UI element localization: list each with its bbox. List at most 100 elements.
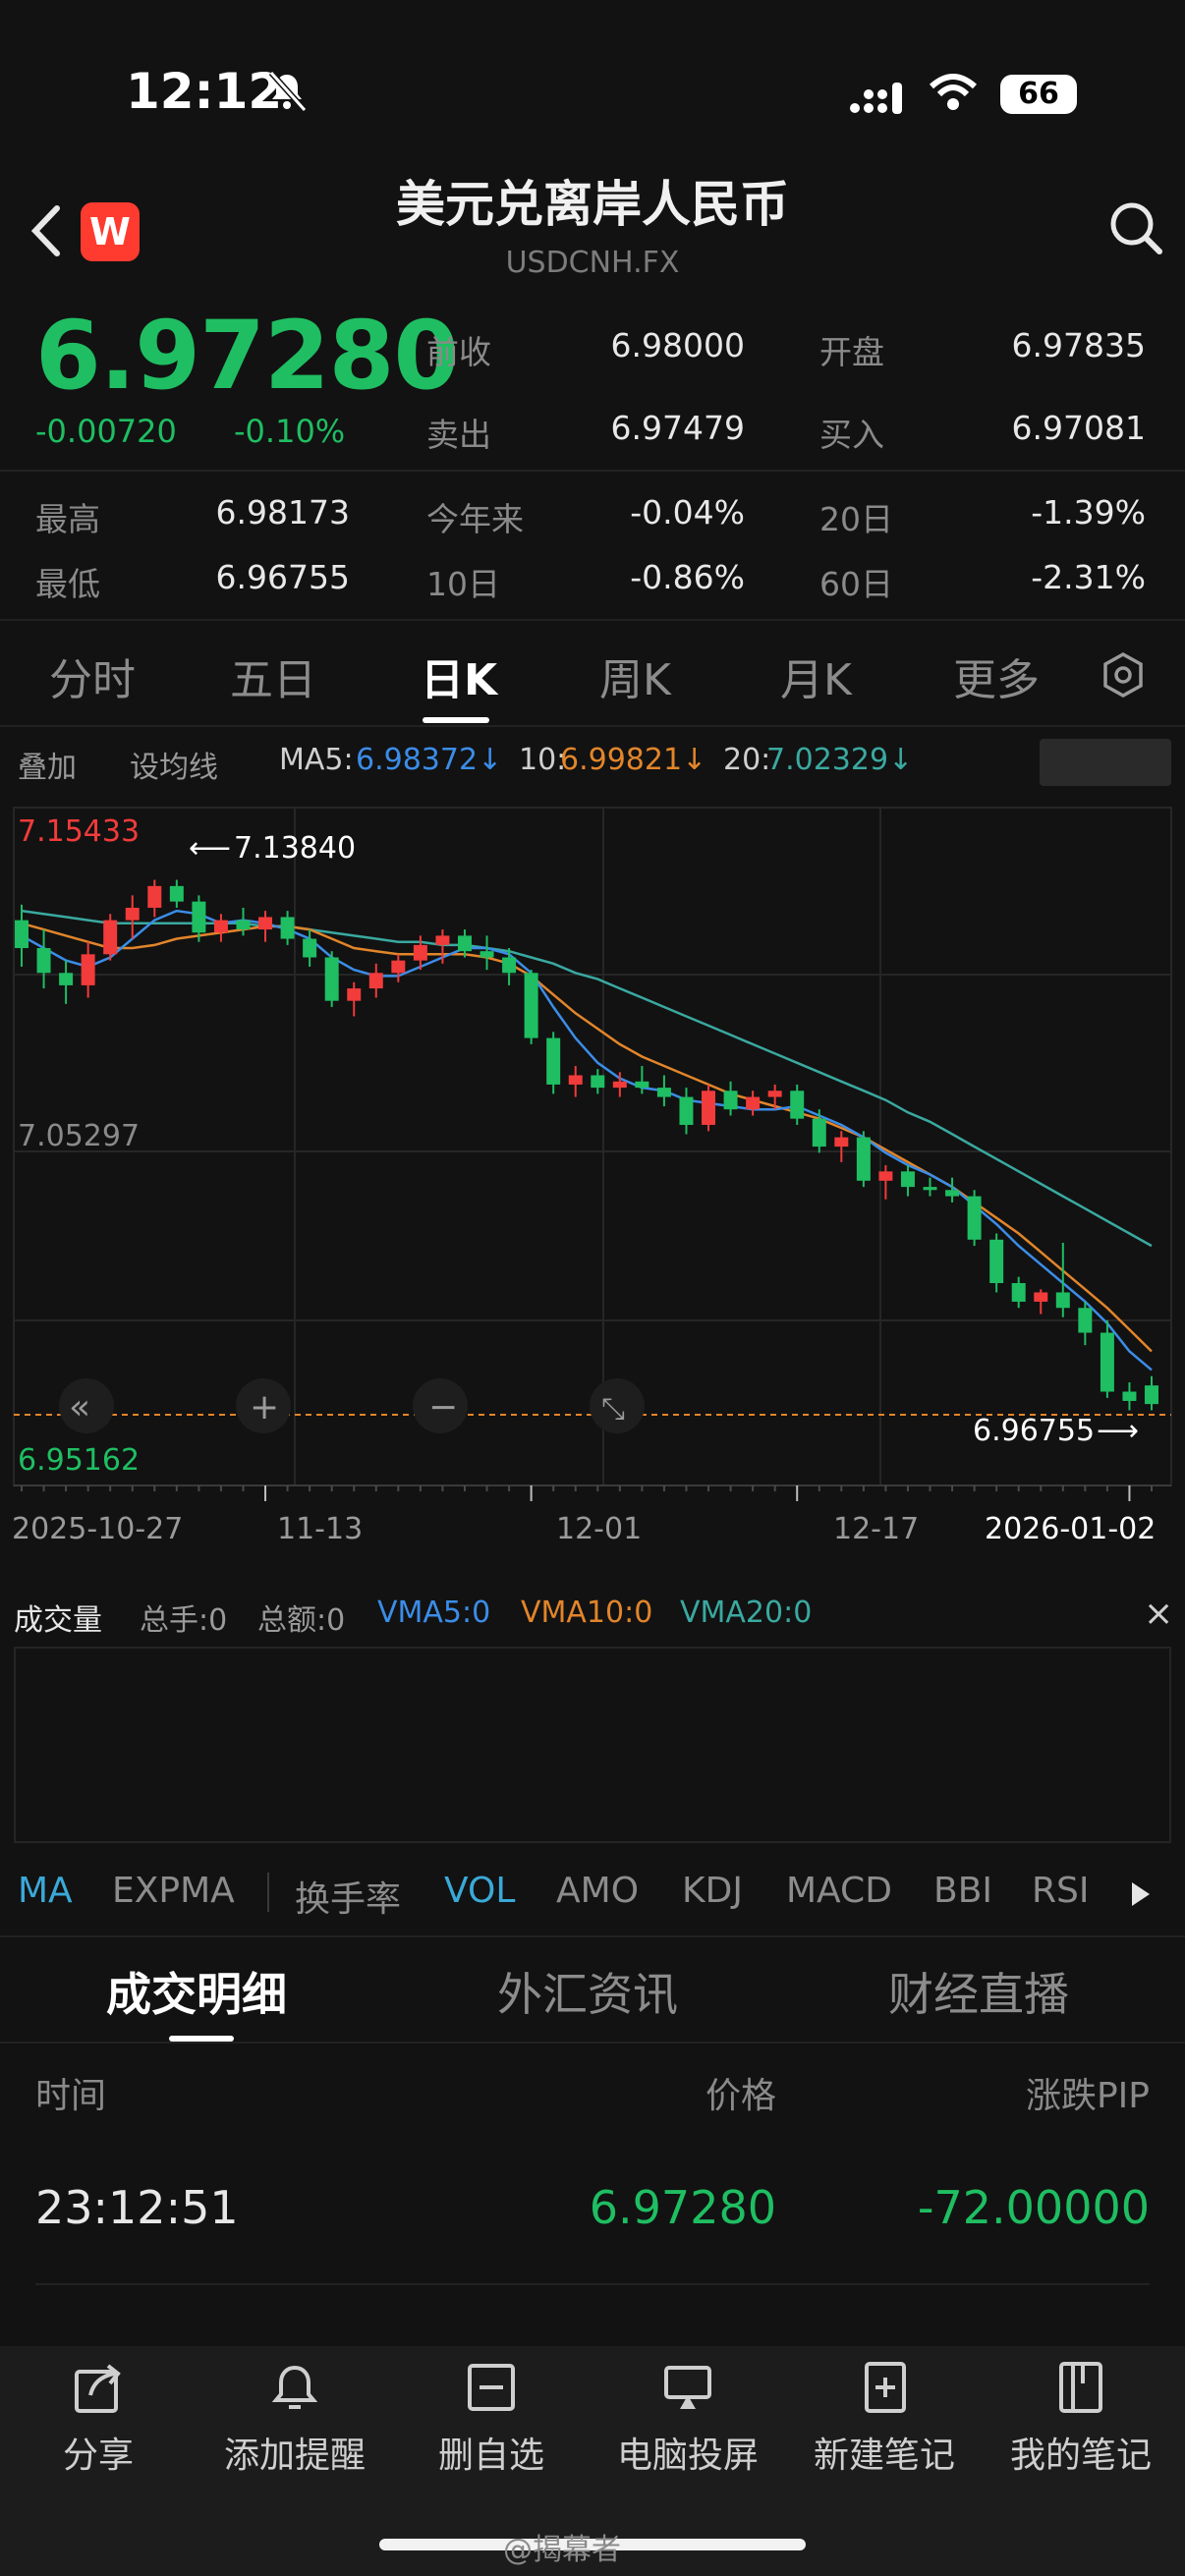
candle-45 xyxy=(1011,1276,1026,1309)
ind-tab-rsi[interactable]: RSI xyxy=(1032,1871,1090,1911)
volume-title: 成交量 xyxy=(14,1603,102,1638)
candle-body xyxy=(746,1096,761,1110)
tab-forex-news[interactable]: 外汇资讯 xyxy=(497,1968,678,2021)
candle-body xyxy=(1034,1292,1048,1302)
tab-more[interactable]: 更多 xyxy=(953,655,1040,705)
candle-body xyxy=(856,1137,871,1181)
candle-20 xyxy=(457,929,472,958)
candle-15 xyxy=(347,981,362,1017)
set-ma-button[interactable]: 设均线 xyxy=(130,751,218,785)
ma10-polyline xyxy=(21,922,1153,1353)
candle-body xyxy=(324,957,339,1001)
divider xyxy=(267,1873,269,1912)
ind-tab-vol[interactable]: VOL xyxy=(444,1871,516,1911)
screen-cast-button[interactable]: 电脑投屏 xyxy=(590,2358,786,2478)
svg-text:+: + xyxy=(250,1387,279,1428)
open-value: 6.97835 xyxy=(1011,326,1146,364)
trade-price: 6.97280 xyxy=(589,2181,776,2234)
ind-tab-turnover[interactable]: 换手率 xyxy=(295,1879,402,1920)
low-label: 最低 xyxy=(35,565,100,603)
chart-grid xyxy=(13,807,1172,1486)
candle-body xyxy=(1078,1308,1093,1333)
more-right-icon[interactable] xyxy=(1130,1880,1152,1908)
tab-five-day[interactable]: 五日 xyxy=(230,655,316,705)
candle-body xyxy=(568,1075,583,1085)
candle-body xyxy=(546,1037,561,1085)
candle-49 xyxy=(1100,1319,1114,1398)
search-icon[interactable] xyxy=(1104,196,1167,259)
candle-body xyxy=(81,954,95,985)
col-price: 价格 xyxy=(705,2076,776,2116)
back-arrow-icon[interactable] xyxy=(22,196,71,265)
candle-33 xyxy=(746,1091,761,1116)
buy-label: 买入 xyxy=(819,416,884,454)
ind-tab-amo[interactable]: AMO xyxy=(556,1871,640,1911)
vma5: VMA5:0 xyxy=(377,1596,491,1630)
candle-21 xyxy=(480,935,494,971)
ma5-value: 6.98372↓ xyxy=(356,743,503,777)
candle-body xyxy=(502,957,517,974)
ind-tab-macd[interactable]: MACD xyxy=(786,1871,892,1911)
candle-1 xyxy=(36,929,51,989)
tab-weekly-k[interactable]: 周K xyxy=(599,655,671,705)
ind-tab-ma[interactable]: MA xyxy=(18,1871,73,1911)
ma20-polyline xyxy=(21,909,1153,1248)
volume-chart-area xyxy=(14,1647,1171,1843)
candle-body xyxy=(457,935,472,952)
divider xyxy=(0,1935,1185,1937)
add-alert-button[interactable]: 添加提醒 xyxy=(197,2358,393,2478)
candle-body xyxy=(59,973,74,985)
share-button[interactable]: 分享 xyxy=(0,2358,197,2478)
tab-daily-k[interactable]: 日K xyxy=(421,655,498,705)
candle-47 xyxy=(1055,1242,1070,1317)
candle-body xyxy=(15,920,28,949)
ma10-line xyxy=(21,922,1153,1353)
ind-tab-kdj[interactable]: KDJ xyxy=(682,1871,743,1911)
candle-body xyxy=(36,948,51,974)
candle-5 xyxy=(125,895,140,939)
ind-tab-expma[interactable]: EXPMA xyxy=(112,1871,235,1911)
divider xyxy=(0,470,1185,472)
share-label: 分享 xyxy=(62,2436,134,2476)
home-indicator[interactable] xyxy=(379,2539,806,2550)
trade-time: 23:12:51 xyxy=(35,2181,239,2234)
candle-body xyxy=(900,1171,915,1188)
new-note-button[interactable]: 新建笔记 xyxy=(786,2358,983,2478)
tab-monthly-k[interactable]: 月K xyxy=(780,655,852,705)
kline-chart[interactable]: 7.15433 7.05297 6.95162 ⟵ 7.13840 6.9675… xyxy=(0,798,1185,1574)
col-time: 时间 xyxy=(35,2076,107,2116)
candle-body xyxy=(612,1081,627,1089)
candle-body xyxy=(790,1091,805,1119)
close-volume-button[interactable]: × xyxy=(1144,1594,1174,1634)
high-marker-arrow: ⟵ xyxy=(189,831,231,866)
candle-body xyxy=(480,951,494,958)
new-note-label: 新建笔记 xyxy=(813,2436,955,2476)
total-hands: 总手:0 xyxy=(140,1603,228,1638)
candle-body xyxy=(236,920,251,930)
candle-body xyxy=(967,1196,982,1240)
candle-40 xyxy=(900,1165,915,1197)
ind-tab-bbi[interactable]: BBI xyxy=(933,1871,993,1911)
candle-28 xyxy=(635,1065,649,1094)
ad-thumbnail[interactable] xyxy=(1040,739,1171,786)
d20-label: 20日 xyxy=(819,500,893,538)
overlay-button[interactable]: 叠加 xyxy=(18,751,77,785)
y-axis-max-label: 7.15433 xyxy=(18,814,140,849)
candle-17 xyxy=(391,954,406,982)
my-notes-button[interactable]: 我的笔记 xyxy=(983,2358,1179,2478)
low-marker-arrow: ⟶ xyxy=(1097,1414,1139,1448)
candle-body xyxy=(1055,1292,1070,1309)
tab-intraday[interactable]: 分时 xyxy=(49,655,136,705)
candle-31 xyxy=(702,1084,716,1132)
candle-11 xyxy=(258,911,273,942)
candle-body xyxy=(989,1239,1004,1283)
ytd-label: 今年来 xyxy=(426,500,524,538)
candle-0 xyxy=(15,904,28,967)
tab-trade-detail[interactable]: 成交明细 xyxy=(106,1968,287,2021)
remove-watchlist-button[interactable]: 删自选 xyxy=(393,2358,590,2478)
app-logo[interactable]: W xyxy=(81,202,140,261)
candle-48 xyxy=(1078,1301,1093,1346)
candle-25 xyxy=(568,1065,583,1097)
settings-icon[interactable] xyxy=(1099,650,1148,700)
tab-finance-live[interactable]: 财经直播 xyxy=(888,1968,1069,2021)
